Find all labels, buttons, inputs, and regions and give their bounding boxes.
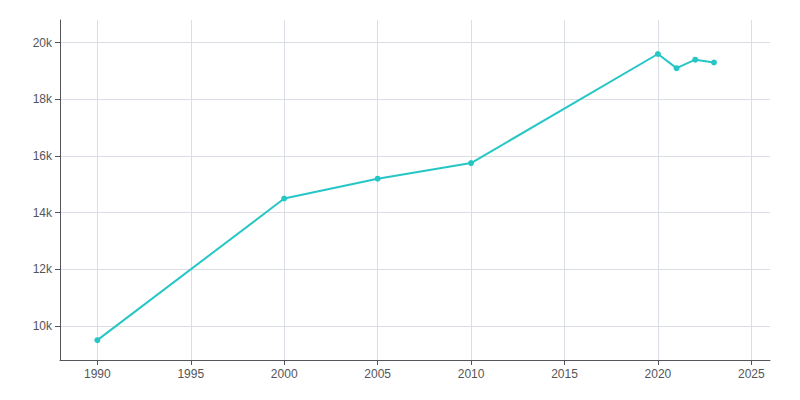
svg-text:1995: 1995: [177, 367, 204, 381]
svg-text:20k: 20k: [33, 36, 53, 50]
svg-text:12k: 12k: [33, 262, 53, 276]
svg-text:14k: 14k: [33, 206, 53, 220]
svg-text:2025: 2025: [738, 367, 765, 381]
svg-text:16k: 16k: [33, 149, 53, 163]
svg-text:1990: 1990: [84, 367, 111, 381]
svg-text:10k: 10k: [33, 319, 53, 333]
svg-text:18k: 18k: [33, 92, 53, 106]
svg-text:2010: 2010: [458, 367, 485, 381]
svg-text:2000: 2000: [271, 367, 298, 381]
svg-text:2015: 2015: [551, 367, 578, 381]
svg-text:2020: 2020: [645, 367, 672, 381]
svg-text:2005: 2005: [364, 367, 391, 381]
